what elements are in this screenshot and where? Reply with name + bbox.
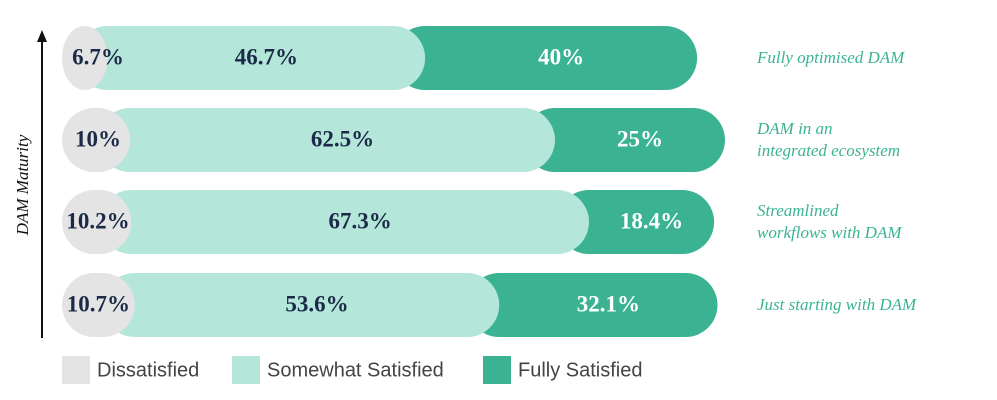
bar-row — [62, 108, 725, 172]
legend-swatch — [483, 356, 511, 384]
value-label: 6.7% — [72, 44, 124, 69]
legend-label: Dissatisfied — [97, 359, 199, 381]
value-label: 40% — [538, 44, 584, 69]
value-label: 53.6% — [285, 291, 348, 316]
bar-segment — [467, 273, 718, 337]
bar-segment — [98, 108, 555, 172]
value-label: 32.1% — [577, 291, 640, 316]
bar-segment — [557, 190, 715, 254]
value-label: 67.3% — [329, 208, 392, 233]
axis-arrowhead — [37, 30, 47, 42]
category-label: DAM in an integrated ecosystem — [757, 119, 901, 160]
bar-row — [62, 26, 698, 90]
value-label: 25% — [617, 126, 663, 151]
value-label: 10% — [75, 126, 121, 151]
category-label: Fully optimised DAM — [757, 48, 905, 67]
y-axis-label: DAM Maturity — [13, 134, 32, 236]
value-label: 62.5% — [311, 126, 374, 151]
bar-segment — [62, 190, 132, 254]
value-label: 10.7% — [67, 291, 130, 316]
legend-label: Somewhat Satisfied — [267, 359, 444, 381]
value-label: 18.4% — [620, 208, 683, 233]
bar-segment — [102, 273, 500, 337]
bar-segment — [62, 273, 135, 337]
bar-segment — [75, 26, 426, 90]
category-label: Just starting with DAM — [757, 295, 917, 314]
bar-row — [62, 273, 718, 337]
bar-row — [62, 190, 715, 254]
bar-segment — [62, 26, 108, 90]
value-label: 46.7% — [235, 44, 298, 69]
category-label: Streamlined workflows with DAM — [757, 201, 902, 242]
legend-swatch — [232, 356, 260, 384]
bar-segment — [62, 108, 130, 172]
bar-segment — [523, 108, 725, 172]
bar-segment — [393, 26, 698, 90]
legend-label: Fully Satisfied — [518, 359, 643, 381]
legend-swatch — [62, 356, 90, 384]
value-label: 10.2% — [66, 208, 129, 233]
bar-segment — [99, 190, 590, 254]
